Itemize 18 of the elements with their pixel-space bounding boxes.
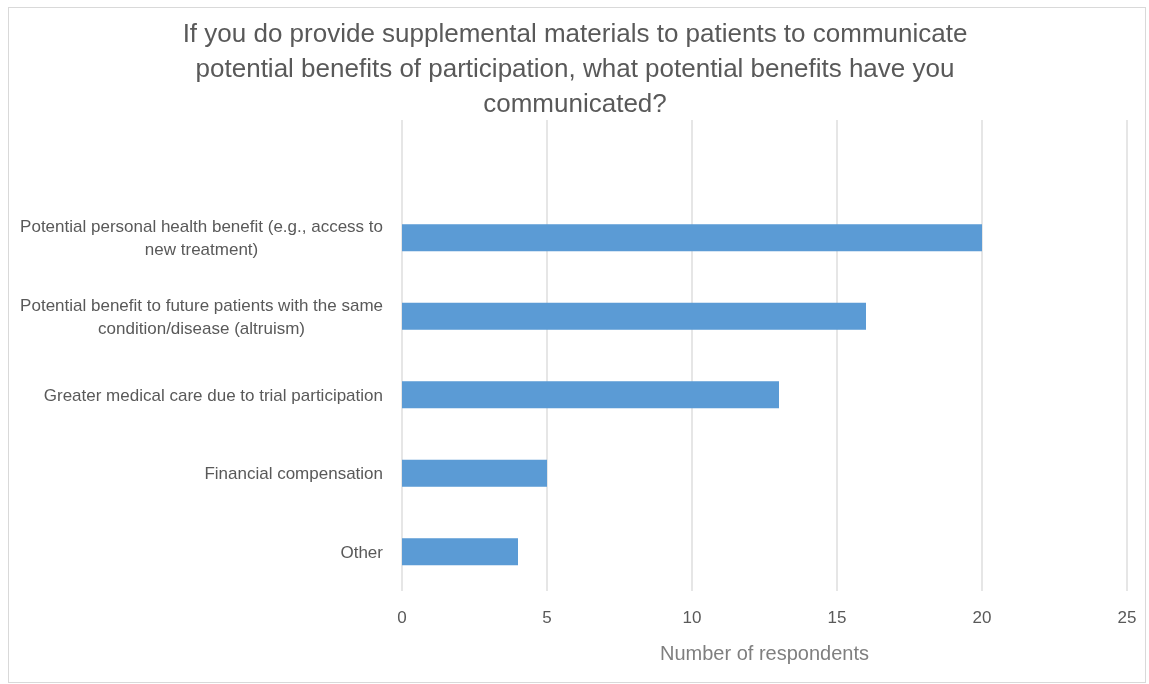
chart-title: If you do provide supplemental materials to patients to communicate potential benefits of participation, what potential benefits have you communicated? [182,18,968,118]
x-tick-label: 5 [542,607,552,627]
y-tick-label: Other [340,542,384,562]
y-tick-label: Potential personal health benefit (e.g., access to new treatment) [20,216,384,259]
y-tick-label: Financial compensation [204,463,383,483]
y-tick-label: Greater medical care due to trial participation [43,385,384,405]
x-tick-label: 25 [1117,607,1137,627]
bar [402,224,982,252]
x-tick-label: 0 [397,607,407,627]
x-tick-label: 20 [972,607,992,627]
x-tick-label: 10 [682,607,702,627]
x-tick-label: 15 [827,607,847,627]
y-tick-label: Potential benefit to future patients with the same condition/disease (altruism) [20,295,383,338]
x-axis-title: Number of respondents [659,642,870,664]
bar [402,381,779,409]
bar [402,538,518,566]
bar [402,459,547,487]
bar [402,302,866,330]
